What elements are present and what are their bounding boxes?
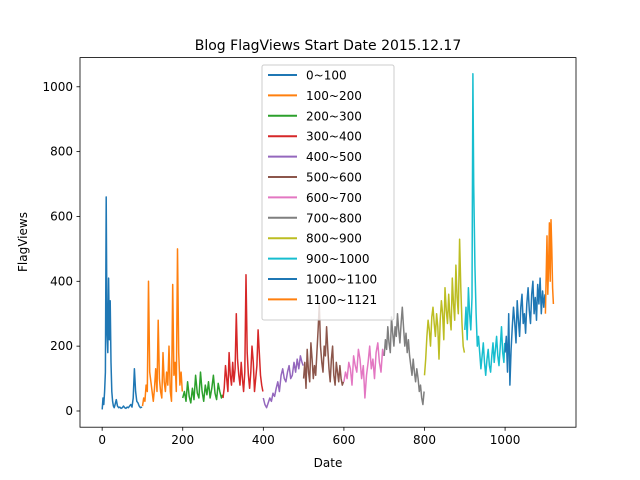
y-tick-label-2: 400: [50, 274, 73, 288]
ticks-layer: 0 200 400 600 800 1000 0 200 400 600 800 1000: [42, 80, 520, 447]
y-tick-label-3: 600: [50, 209, 73, 223]
axes-frame: [79, 57, 577, 428]
series-line-4: [262, 355, 304, 409]
legend-box: [261, 64, 395, 321]
legend-entries: 0~100 100~200 200~300 300~400 400~500 500~600…: [268, 69, 377, 307]
series-line-2: [181, 371, 224, 404]
legend-label-3: 300~400: [306, 130, 362, 144]
x-tick-label-5: 1000: [490, 433, 521, 447]
legend-label-5: 500~600: [306, 171, 362, 185]
series-line-9: [464, 73, 506, 377]
legend-label-8: 800~900: [306, 232, 362, 246]
legend-label-6: 600~700: [306, 191, 362, 205]
legend-label-11: 1100~1121: [306, 293, 377, 307]
series-line-3: [222, 274, 264, 399]
x-tick-label-2: 400: [252, 433, 275, 447]
legend-label-4: 400~500: [306, 150, 362, 164]
series-layer: [101, 73, 555, 410]
series-line-1: [141, 248, 184, 407]
legend-label-9: 900~1000: [306, 252, 370, 266]
legend-label-1: 100~200: [306, 89, 362, 103]
x-axis-label: Date: [314, 456, 343, 470]
series-line-6: [343, 342, 385, 399]
series-line-8: [423, 238, 466, 376]
legend-label-2: 200~300: [306, 109, 362, 123]
legend-label-7: 700~800: [306, 211, 362, 225]
x-tick-label-0: 0: [98, 433, 106, 447]
legend: 0~100 100~200 200~300 300~400 400~500 500~600…: [261, 64, 395, 321]
y-tick-label-4: 800: [50, 145, 73, 159]
legend-label-0: 0~100: [306, 69, 347, 83]
x-tick-label-1: 200: [171, 433, 194, 447]
y-tick-label-0: 0: [65, 404, 73, 418]
series-line-11: [544, 218, 555, 314]
series-line-0: [101, 196, 143, 410]
x-tick-label-3: 600: [332, 433, 355, 447]
y-tick-label-1: 200: [50, 339, 73, 353]
x-tick-label-4: 800: [413, 433, 436, 447]
series-line-7: [383, 306, 425, 406]
y-axis-label: FlagViews: [16, 212, 30, 272]
series-line-5: [302, 303, 345, 390]
legend-label-10: 1000~1100: [306, 273, 377, 287]
series-line-10: [504, 277, 546, 386]
chart-title: Blog FlagViews Start Date 2015.12.17: [195, 38, 462, 54]
y-tick-label-5: 1000: [42, 80, 73, 94]
